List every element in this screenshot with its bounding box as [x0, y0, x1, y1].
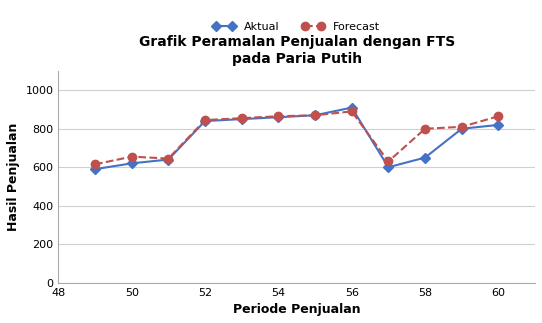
- Aktual: [422, 156, 428, 160]
- Forecast: [459, 125, 465, 129]
- Aktual: [349, 106, 355, 109]
- Aktual: [92, 167, 98, 171]
- Title: Grafik Peramalan Penjualan dengan FTS
pada Paria Putih: Grafik Peramalan Penjualan dengan FTS pa…: [139, 36, 455, 66]
- Y-axis label: Hasil Penjualan: Hasil Penjualan: [7, 123, 20, 231]
- Aktual: [495, 123, 502, 127]
- Line: Aktual: Aktual: [92, 104, 502, 172]
- Forecast: [385, 160, 392, 163]
- Forecast: [92, 162, 98, 166]
- Line: Forecast: Forecast: [91, 107, 502, 169]
- Forecast: [422, 127, 428, 131]
- Legend: Aktual, Forecast: Aktual, Forecast: [209, 17, 385, 36]
- Forecast: [202, 118, 208, 122]
- Forecast: [349, 109, 355, 113]
- Aktual: [312, 113, 318, 117]
- Forecast: [165, 157, 172, 161]
- X-axis label: Periode Penjualan: Periode Penjualan: [233, 303, 360, 316]
- Forecast: [312, 113, 318, 117]
- Aktual: [459, 127, 465, 131]
- Forecast: [238, 116, 245, 120]
- Aktual: [128, 162, 135, 165]
- Aktual: [165, 158, 172, 162]
- Forecast: [128, 155, 135, 159]
- Forecast: [495, 114, 502, 118]
- Aktual: [238, 117, 245, 121]
- Aktual: [385, 165, 392, 169]
- Aktual: [275, 115, 282, 119]
- Forecast: [275, 114, 282, 118]
- Aktual: [202, 119, 208, 123]
